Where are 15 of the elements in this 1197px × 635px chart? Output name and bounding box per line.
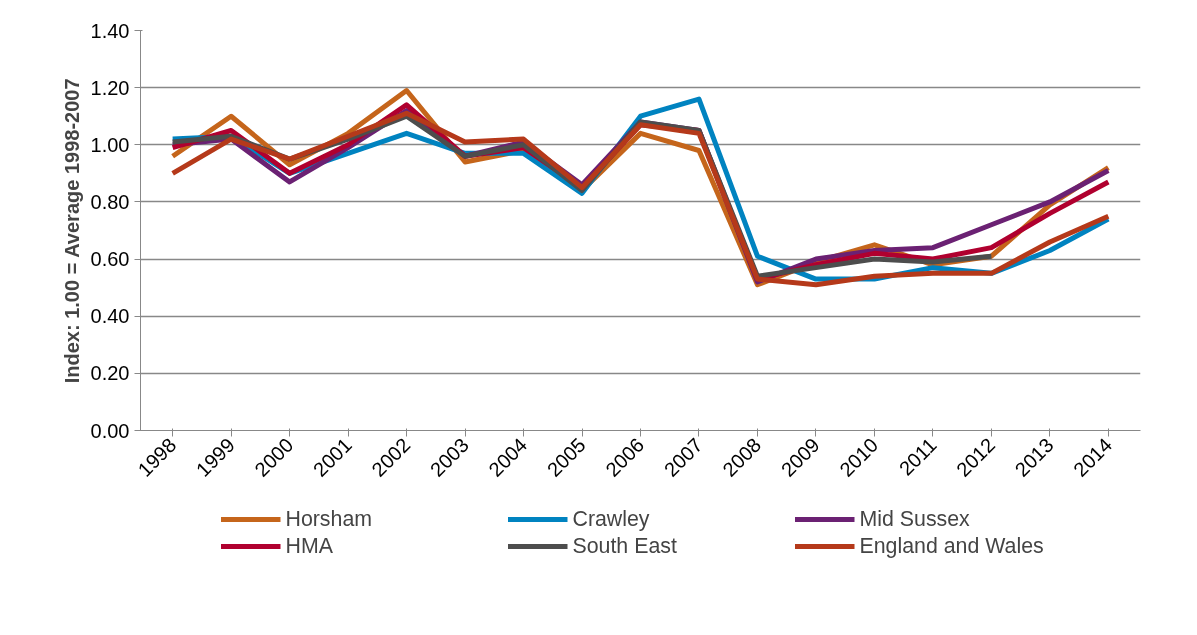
y-tick-label: 0.20 [90,362,130,385]
legend-label: Mid Sussex [859,506,971,532]
legend-label: South East [572,533,678,559]
y-tick-label: 0.40 [90,305,130,328]
y-tick-label: 1.40 [90,19,130,42]
y-axis-title: Index: 1.00 = Average 1998-2007 [60,78,83,384]
y-tick-label: 0.60 [90,248,130,271]
legend-label: England and Wales [859,533,1045,559]
legend-label: HMA [285,533,334,559]
y-tick-label: 1.00 [90,133,130,156]
y-tick-label: 0.80 [90,190,130,213]
y-tick-label: 1.20 [90,76,130,99]
legend-label: Horsham [285,506,374,532]
y-tick-label: 0.00 [90,419,130,442]
legend-label: Crawley [572,506,651,532]
